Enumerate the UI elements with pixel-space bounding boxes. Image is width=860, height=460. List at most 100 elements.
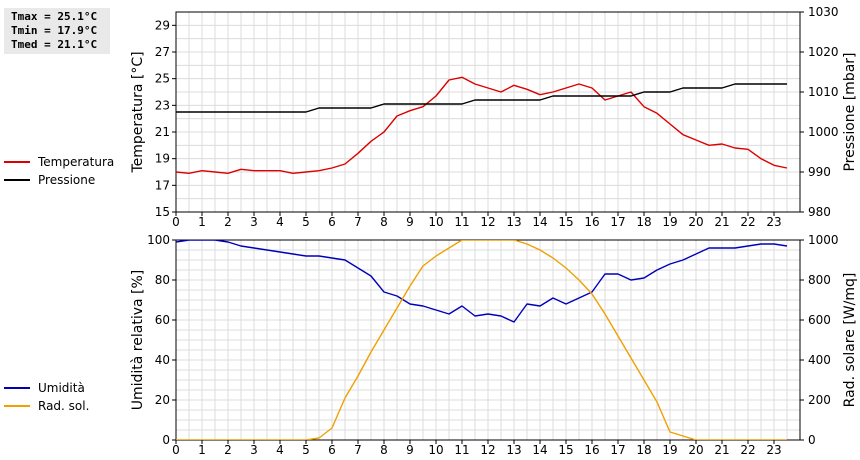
x-tick-label: 22: [740, 443, 755, 457]
y-tick-label-right: 990: [808, 165, 831, 179]
x-tick-label: 2: [224, 215, 232, 229]
y-tick-label-right: 200: [808, 393, 831, 407]
series-line-pressione: [176, 83, 787, 113]
x-tick-label: 1: [198, 215, 206, 229]
x-tick-label: 7: [354, 443, 362, 457]
x-tick-label: 23: [766, 215, 781, 229]
stat-tmin: Tmin = 17.9°C: [11, 24, 98, 37]
x-tick-label: 16: [584, 443, 599, 457]
legend-swatch: [4, 161, 30, 163]
x-tick-label: 21: [714, 443, 729, 457]
x-tick-label: 1: [198, 443, 206, 457]
x-tick-label: 8: [380, 443, 388, 457]
x-tick-label: 0: [172, 215, 180, 229]
x-tick-label: 6: [328, 443, 336, 457]
y-tick-label-left: 20: [155, 393, 170, 407]
y-tick-label-right: 1010: [808, 85, 839, 99]
y-tick-label-left: 17: [155, 178, 170, 192]
x-tick-label: 13: [506, 443, 521, 457]
x-tick-label: 15: [558, 443, 573, 457]
x-tick-label: 19: [662, 443, 677, 457]
legend-swatch: [4, 179, 30, 181]
x-tick-label: 9: [406, 443, 414, 457]
legend-label: Rad. sol.: [38, 399, 90, 413]
y-axis-title-left: Umidità relativa [%]: [130, 270, 146, 411]
y-tick-label-left: 80: [155, 273, 170, 287]
x-tick-label: 4: [276, 215, 284, 229]
legend-label: Temperatura: [38, 155, 115, 169]
y-axis-title-right: Rad. solare [W/mq]: [842, 273, 858, 408]
x-tick-label: 12: [480, 443, 495, 457]
y-tick-label-right: 800: [808, 273, 831, 287]
y-tick-label-left: 100: [147, 233, 170, 247]
y-tick-label-right: 1000: [808, 125, 839, 139]
stat-tmed: Tmed = 21.1°C: [11, 38, 98, 51]
x-tick-label: 20: [688, 215, 703, 229]
x-tick-label: 3: [250, 215, 258, 229]
x-tick-label: 17: [610, 215, 625, 229]
legend-swatch: [4, 405, 30, 407]
legend-item-pressione: Pressione: [4, 171, 114, 189]
x-tick-label: 14: [532, 443, 547, 457]
y-axis-title-right: Pressione [mbar]: [842, 52, 858, 171]
x-tick-label: 13: [506, 215, 521, 229]
chart-panel-1: 0 1 2 3 4 5 6 7 8 9 10 11 12 13 14 15 16 17 18 19 20 21 22 2315…: [130, 5, 858, 229]
x-tick-label: 19: [662, 215, 677, 229]
x-tick-label: 11: [454, 443, 469, 457]
x-tick-label: 6: [328, 215, 336, 229]
chart-panel-2: 0 1 2 3 4 5 6 7 8 9 10 11 12 13 14 15 16 17 18 19 20 21 22 2302…: [130, 233, 858, 457]
x-tick-label: 18: [636, 443, 651, 457]
x-tick-label: 12: [480, 215, 495, 229]
stats-box: Tmax = 25.1°C Tmin = 17.9°C Tmed = 21.1°…: [4, 8, 110, 54]
y-tick-label-right: 0: [808, 433, 816, 447]
y-axis-title-left: Temperatura [°C]: [130, 51, 146, 173]
x-tick-label: 22: [740, 215, 755, 229]
y-tick-label-right: 1000: [808, 233, 839, 247]
y-tick-label-right: 1030: [808, 5, 839, 19]
y-tick-label-left: 29: [155, 18, 170, 32]
legend-item-umidita: Umidità: [4, 379, 89, 397]
x-tick-label: 5: [302, 443, 310, 457]
legend-top: Temperatura Pressione: [4, 153, 114, 189]
x-tick-label: 15: [558, 215, 573, 229]
x-tick-label: 16: [584, 215, 599, 229]
x-tick-label: 23: [766, 443, 781, 457]
y-tick-label-right: 600: [808, 313, 831, 327]
x-tick-label: 9: [406, 215, 414, 229]
series-line-temperatura: [176, 76, 788, 175]
y-tick-label-left: 23: [155, 98, 170, 112]
x-tick-label: 10: [428, 443, 443, 457]
y-tick-label-left: 15: [155, 205, 170, 219]
x-tick-label: 17: [610, 443, 625, 457]
y-tick-label-right: 1020: [808, 45, 839, 59]
y-tick-label-left: 19: [155, 152, 170, 166]
series-line-umidit-: [176, 240, 788, 323]
legend-label: Umidità: [38, 381, 85, 395]
legend-bottom: Umidità Rad. sol.: [4, 379, 89, 415]
x-tick-label: 20: [688, 443, 703, 457]
legend-item-rad-sol: Rad. sol.: [4, 397, 89, 415]
x-tick-label: 18: [636, 215, 651, 229]
x-tick-label: 14: [532, 215, 547, 229]
x-tick-label: 0: [172, 443, 180, 457]
x-tick-label: 21: [714, 215, 729, 229]
x-tick-label: 10: [428, 215, 443, 229]
y-tick-label-left: 40: [155, 353, 170, 367]
x-tick-label: 2: [224, 443, 232, 457]
y-tick-label-left: 0: [162, 433, 170, 447]
y-tick-label-right: 980: [808, 205, 831, 219]
stat-tmax: Tmax = 25.1°C: [11, 10, 98, 23]
y-tick-label-left: 21: [155, 125, 170, 139]
y-tick-label-left: 25: [155, 72, 170, 86]
y-tick-label-left: 60: [155, 313, 170, 327]
legend-item-temperatura: Temperatura: [4, 153, 114, 171]
y-tick-label-right: 400: [808, 353, 831, 367]
legend-label: Pressione: [38, 173, 96, 187]
x-tick-label: 3: [250, 443, 258, 457]
x-tick-label: 7: [354, 215, 362, 229]
x-tick-label: 5: [302, 215, 310, 229]
series-line-rad-sol-: [176, 240, 787, 440]
legend-swatch: [4, 387, 30, 389]
y-tick-label-left: 27: [155, 45, 170, 59]
